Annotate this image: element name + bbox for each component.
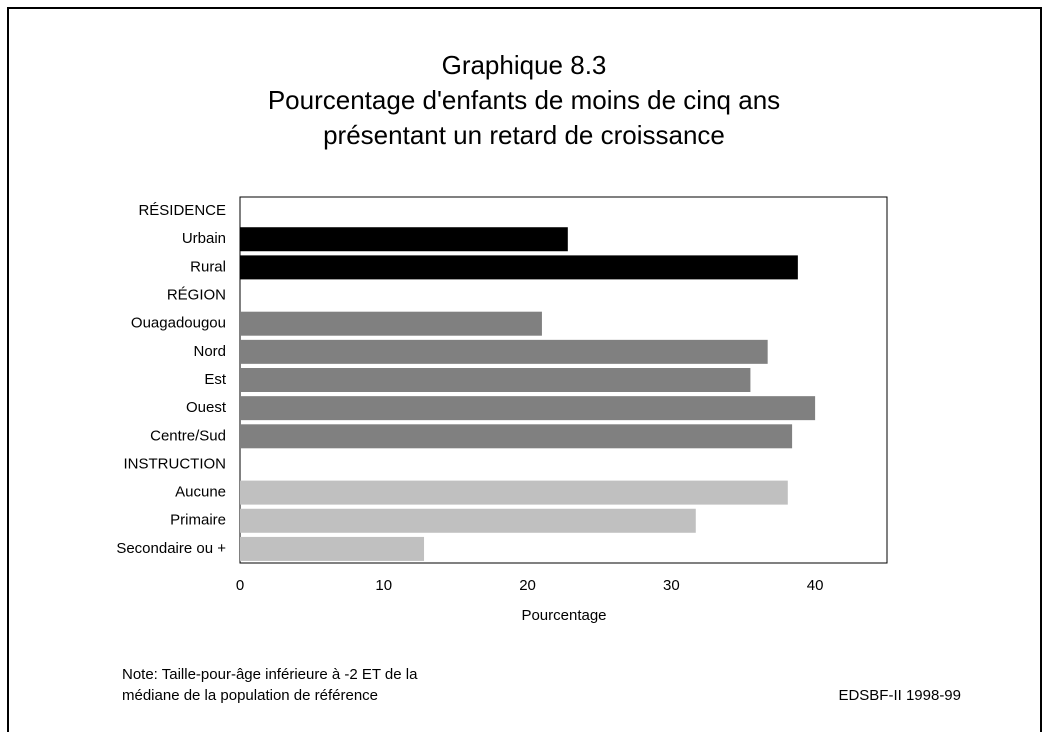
y-tick-label: Primaire [170,512,226,529]
y-tick-label: Ouagadougou [131,315,226,332]
x-tick-label: 20 [519,577,536,594]
chart-title: Graphique 8.3 [442,50,607,80]
bar [240,536,425,561]
bar [240,508,696,533]
y-tick-label: Centre/Sud [150,427,226,444]
bar [240,396,816,421]
y-tick-label: Rural [190,258,226,275]
y-tick-label: Secondaire ou + [116,540,226,557]
bar [240,368,751,392]
bar [240,339,768,364]
x-tick-label: 0 [236,577,244,594]
y-tick-label: Est [204,371,227,388]
chart-title: Pourcentage d'enfants de moins de cinq a… [268,85,780,115]
x-tick-label: 10 [375,577,392,594]
x-tick-label: 40 [807,577,824,594]
y-tick-label: Nord [193,343,226,360]
bar [240,227,568,252]
y-tick-label: INSTRUCTION [124,455,227,472]
y-tick-label: Urbain [182,230,226,247]
x-tick-label: 30 [663,577,680,594]
source: EDSBF-II 1998-99 [838,687,961,704]
y-tick-label: RÉSIDENCE [138,202,226,219]
bar [240,255,798,280]
bar [240,480,788,505]
chart-title: présentant un retard de croissance [323,120,725,150]
note: Note: Taille-pour-âge inférieure à -2 ET… [122,666,418,683]
bar [240,311,542,336]
y-tick-label: Aucune [175,484,226,501]
page-frame [7,7,1042,732]
x-axis-label: Pourcentage [521,607,606,624]
y-tick-label: Ouest [186,399,227,416]
y-tick-label: RÉGION [167,287,226,304]
note: médiane de la population de référence [122,687,378,704]
bar [240,424,793,449]
